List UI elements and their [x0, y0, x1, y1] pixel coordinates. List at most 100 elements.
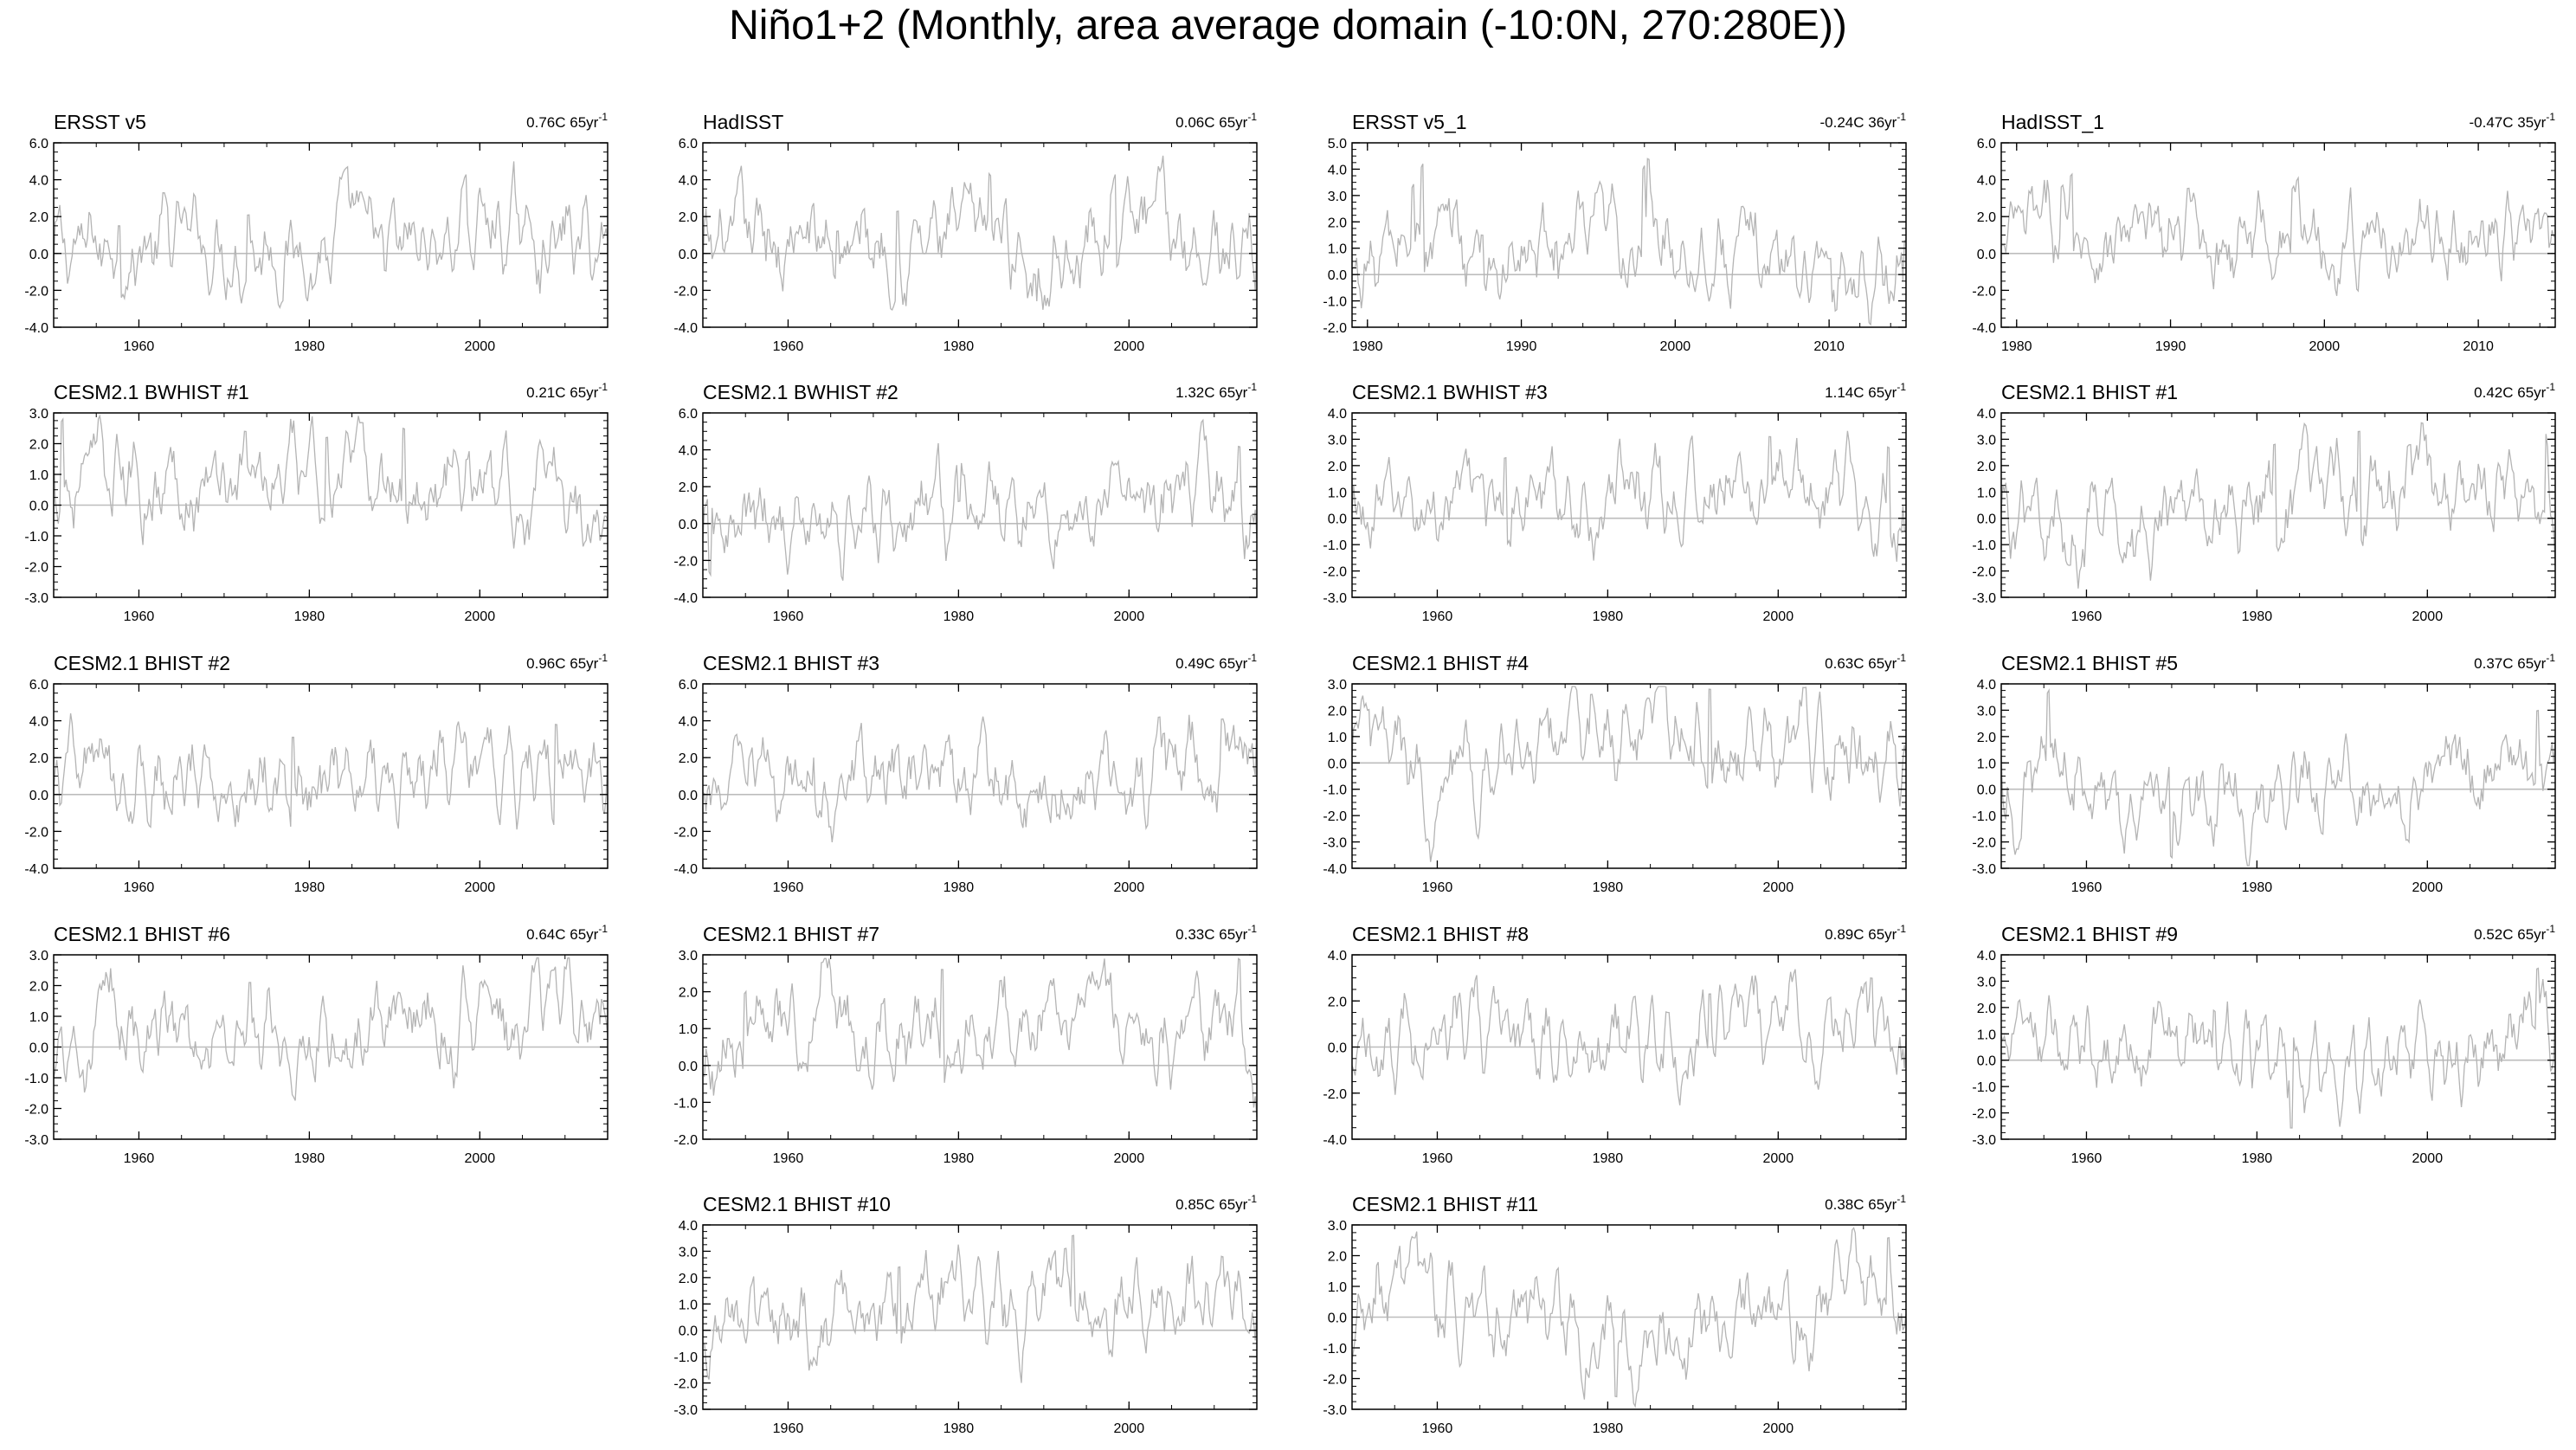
- y-tick-label: 0.0: [1328, 757, 1347, 771]
- series-line: [702, 418, 1258, 581]
- y-tick-label: -1.0: [24, 1072, 48, 1086]
- trend-value: 0.76C 65yr: [526, 114, 598, 131]
- y-tick-label: 6.0: [29, 678, 48, 693]
- y-tick-label: 1.0: [1977, 757, 1996, 771]
- y-tick-label: 2.0: [1328, 704, 1347, 719]
- y-tick-label: -2.0: [24, 1103, 48, 1118]
- y-tick-label: 3.0: [679, 949, 698, 963]
- x-tick-label: 1980: [1593, 880, 1624, 895]
- trend-exponent: -1: [1897, 923, 1906, 935]
- x-tick-label: 1960: [773, 609, 804, 624]
- y-tick-label: -4.0: [24, 862, 48, 877]
- y-tick-label: 0.0: [29, 789, 48, 803]
- y-tick-label: 2.0: [1328, 216, 1347, 230]
- y-tick-label: 0.0: [1328, 268, 1347, 283]
- trend-value: 0.52C 65yr: [2474, 926, 2546, 943]
- x-tick-label: 2000: [1114, 1151, 1145, 1166]
- panel-title: CESM2.1 BHIST #9: [2001, 923, 2178, 945]
- series-line: [702, 155, 1258, 312]
- y-tick-label: 6.0: [679, 407, 698, 422]
- figure-title: Niño1+2 (Monthly, area average domain (-…: [729, 3, 1847, 48]
- x-tick-label: 1980: [943, 609, 975, 624]
- trend-label: 0.96C 65yr-1: [526, 652, 608, 672]
- y-tick-label: 4.0: [1328, 949, 1347, 963]
- x-tick-label: 1960: [124, 880, 155, 895]
- trend-label: 0.85C 65yr-1: [1175, 1193, 1257, 1213]
- x-tick-label: 1980: [2242, 1151, 2273, 1166]
- y-tick-label: 6.0: [1977, 137, 1996, 151]
- x-tick-label: 1980: [294, 1151, 325, 1166]
- y-tick-label: 2.0: [1977, 731, 1996, 745]
- y-tick-label: 2.0: [1977, 1002, 1996, 1016]
- panel-6: CESM2.1 BWHIST #2 1.32C 65yr-1 6.0 4.0 2.0 0.…: [673, 381, 1258, 624]
- trend-exponent: -1: [598, 381, 608, 393]
- y-tick-label: -2.0: [1323, 1373, 1347, 1388]
- panel-title: HadISST: [703, 111, 783, 133]
- y-tick-label: 4.0: [1977, 174, 1996, 189]
- y-tick-label: 2.0: [1328, 1250, 1347, 1265]
- panel-13: CESM2.1 BHIST #6 0.64C 65yr-1 3.0 2.0 1.0 0.0…: [24, 923, 609, 1166]
- x-tick-label: 1960: [2071, 880, 2103, 895]
- y-tick-label: 3.0: [1977, 975, 1996, 989]
- trend-value: -0.47C 35yr: [2470, 114, 2547, 131]
- y-tick-label: -4.0: [673, 321, 698, 336]
- x-tick-label: 1960: [124, 1151, 155, 1166]
- x-tick-label: 2000: [465, 880, 496, 895]
- panel-12: CESM2.1 BHIST #5 0.37C 65yr-1 4.0 3.0 2.0 1.0…: [1972, 652, 2556, 895]
- series-line: [702, 1234, 1258, 1383]
- y-tick-label: 0.0: [29, 1041, 48, 1056]
- trend-value: 0.96C 65yr: [526, 655, 598, 672]
- panel-4: HadISST_1 -0.47C 35yr-1 6.0 4.0 2.0 0.0 -2.0 -4…: [1972, 111, 2556, 354]
- trend-value: 0.63C 65yr: [1825, 655, 1897, 672]
- y-tick-label: 0.0: [679, 789, 698, 803]
- series-line: [2000, 967, 2556, 1129]
- x-tick-label: 2000: [2412, 609, 2444, 624]
- trend-exponent: -1: [2546, 652, 2555, 664]
- trend-label: 0.37C 65yr-1: [2474, 652, 2555, 672]
- plot-frame: [1351, 142, 1907, 328]
- y-tick-label: 4.0: [679, 715, 698, 730]
- y-tick-label: -2.0: [1323, 321, 1347, 336]
- x-tick-label: 1960: [1422, 880, 1453, 895]
- y-tick-label: -3.0: [673, 1403, 698, 1418]
- y-tick-label: 3.0: [1977, 433, 1996, 448]
- y-tick-label: 1.0: [679, 1298, 698, 1312]
- y-tick-label: 2.0: [679, 1272, 698, 1286]
- y-tick-label: 0.0: [1328, 1041, 1347, 1056]
- panel-14: CESM2.1 BHIST #7 0.33C 65yr-1 3.0 2.0 1.0 0.0…: [673, 923, 1258, 1166]
- panel-1: ERSST v5 0.76C 65yr-1 6.0 4.0 2.0 0.0 -2.0 -4.0…: [24, 111, 609, 354]
- trend-value: 0.49C 65yr: [1175, 655, 1247, 672]
- series-line: [53, 414, 609, 549]
- y-tick-label: 3.0: [679, 1245, 698, 1260]
- trend-value: 0.33C 65yr: [1175, 926, 1247, 943]
- x-tick-label: 2000: [1763, 1421, 1794, 1436]
- x-tick-label: 1960: [2071, 609, 2103, 624]
- panel-18: CESM2.1 BHIST #11 0.38C 65yr-1 3.0 2.0 1.0 0.…: [1323, 1193, 1907, 1436]
- x-tick-label: 2000: [1114, 609, 1145, 624]
- y-tick-label: 2.0: [1328, 995, 1347, 1009]
- panel-title: HadISST_1: [2001, 111, 2104, 133]
- x-tick-label: 1980: [943, 339, 975, 354]
- y-tick-label: -4.0: [1323, 862, 1347, 877]
- panel-title: CESM2.1 BWHIST #2: [703, 381, 898, 403]
- trend-exponent: -1: [2546, 381, 2555, 393]
- panel-title: CESM2.1 BHIST #7: [703, 923, 879, 945]
- y-tick-label: -3.0: [24, 591, 48, 606]
- plot-frame: [2000, 142, 2556, 328]
- trend-exponent: -1: [1247, 1193, 1257, 1205]
- y-tick-label: -2.0: [24, 284, 48, 299]
- trend-value: -0.24C 36yr: [1820, 114, 1897, 131]
- trend-value: 0.37C 65yr: [2474, 655, 2546, 672]
- y-tick-label: 4.0: [1328, 407, 1347, 422]
- trend-exponent: -1: [1897, 111, 1906, 123]
- y-tick-label: 0.0: [1977, 1054, 1996, 1069]
- panel-title: CESM2.1 BHIST #3: [703, 652, 879, 674]
- y-tick-label: -1.0: [1323, 295, 1347, 310]
- y-tick-label: 4.0: [679, 174, 698, 189]
- x-tick-label: 2010: [2463, 339, 2494, 354]
- trend-exponent: -1: [2546, 111, 2555, 123]
- series-line: [702, 957, 1258, 1118]
- plot-frame: [1351, 683, 1907, 869]
- y-tick-label: 1.0: [29, 1010, 48, 1025]
- trend-exponent: -1: [2546, 923, 2555, 935]
